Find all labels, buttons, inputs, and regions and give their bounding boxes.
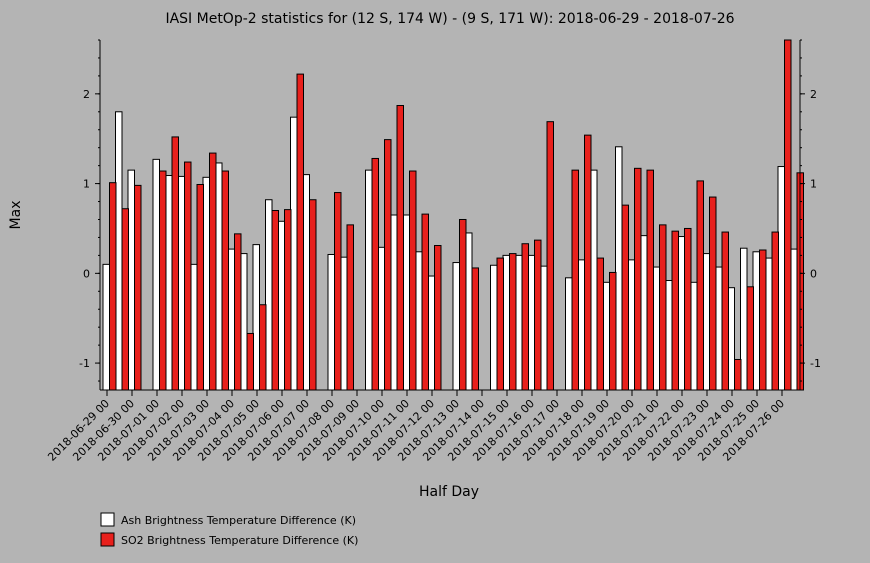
so2-bar [221, 170, 229, 391]
so2-bar [396, 105, 404, 391]
so2-bar [421, 213, 429, 391]
so2-bar [659, 224, 667, 391]
so2-bar [384, 139, 392, 391]
so2-bar [134, 184, 142, 391]
so2-bar [184, 161, 192, 391]
so2-bar [771, 231, 779, 391]
so2-bar [109, 182, 117, 391]
so2-bar [534, 239, 542, 391]
so2-bar [746, 286, 754, 391]
so2-bar [271, 210, 279, 391]
so2-bar [459, 218, 467, 391]
so2-bar [784, 39, 792, 391]
bars-layer [102, 39, 804, 391]
so2-bar [171, 136, 179, 391]
y-tick-label-left: 2 [83, 88, 90, 101]
ash-bar [365, 169, 373, 391]
y-tick-label-left: 0 [83, 267, 90, 280]
so2-bar [121, 208, 129, 391]
so2-bar [434, 245, 442, 391]
so2-bar [309, 199, 317, 391]
y-tick-label-left: -1 [79, 357, 90, 370]
legend-swatch-ash [100, 512, 115, 527]
y-tick-label-left: 1 [83, 178, 90, 191]
so2-bar [521, 243, 529, 391]
legend-label-so2: SO2 Brightness Temperature Difference (K… [121, 534, 358, 547]
so2-bar [646, 169, 654, 391]
y-axis-label: Max [8, 201, 24, 230]
so2-bar [409, 170, 417, 391]
legend-label-ash: Ash Brightness Temperature Difference (K… [121, 514, 356, 527]
y-tick-label-right: 0 [810, 267, 817, 280]
legend: Ash Brightness Temperature Difference (K… [100, 512, 358, 547]
so2-bar [296, 73, 304, 391]
so2-bar [234, 233, 242, 391]
so2-bar [209, 152, 217, 391]
so2-bar [734, 358, 742, 391]
x-axis-label: Half Day [419, 484, 479, 500]
y-tick-label-right: -1 [810, 357, 821, 370]
so2-bar [696, 180, 704, 391]
so2-bar [246, 332, 254, 391]
so2-bar [571, 169, 579, 391]
ash-bar [327, 253, 335, 391]
so2-bar [684, 227, 692, 391]
y-tick-label-right: 1 [810, 178, 817, 191]
legend-swatch-so2 [100, 532, 115, 547]
so2-bar [721, 231, 729, 391]
so2-bar [159, 170, 167, 391]
ash-bar [565, 277, 573, 391]
so2-bar [334, 192, 342, 391]
so2-bar [584, 134, 592, 391]
chart-title: IASI MetOp-2 statistics for (12 S, 174 W… [165, 11, 734, 27]
so2-bar [596, 257, 604, 391]
so2-bar [709, 196, 717, 391]
so2-bar [284, 209, 292, 391]
so2-bar [496, 257, 504, 391]
so2-bar [621, 204, 629, 391]
so2-bar [759, 249, 767, 391]
so2-bar [259, 304, 267, 391]
ash-bar [152, 158, 160, 391]
y-tick-label-right: 2 [810, 88, 817, 101]
so2-bar [546, 121, 554, 391]
ash-bar [490, 264, 498, 391]
so2-bar [471, 267, 479, 391]
so2-bar [634, 167, 642, 391]
so2-bar [609, 271, 617, 391]
so2-bar [671, 230, 679, 391]
so2-bar [346, 224, 354, 391]
so2-bar [509, 253, 517, 391]
ash-bar [452, 262, 460, 391]
ash-bar [102, 263, 110, 391]
so2-bar [196, 183, 204, 391]
so2-bar [371, 157, 379, 391]
